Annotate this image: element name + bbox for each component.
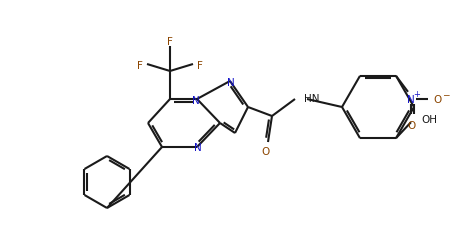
Text: N: N (407, 94, 415, 104)
Text: +: + (414, 90, 420, 99)
Text: HN: HN (304, 94, 319, 103)
Text: O: O (407, 120, 415, 130)
Text: F: F (197, 61, 203, 71)
Text: F: F (137, 61, 143, 71)
Text: N: N (192, 96, 200, 106)
Text: F: F (167, 37, 173, 47)
Text: −: − (442, 90, 450, 99)
Text: OH: OH (421, 115, 437, 125)
Text: N: N (227, 78, 235, 88)
Text: N: N (194, 142, 202, 152)
Text: O: O (262, 146, 270, 156)
Text: O: O (434, 94, 442, 104)
